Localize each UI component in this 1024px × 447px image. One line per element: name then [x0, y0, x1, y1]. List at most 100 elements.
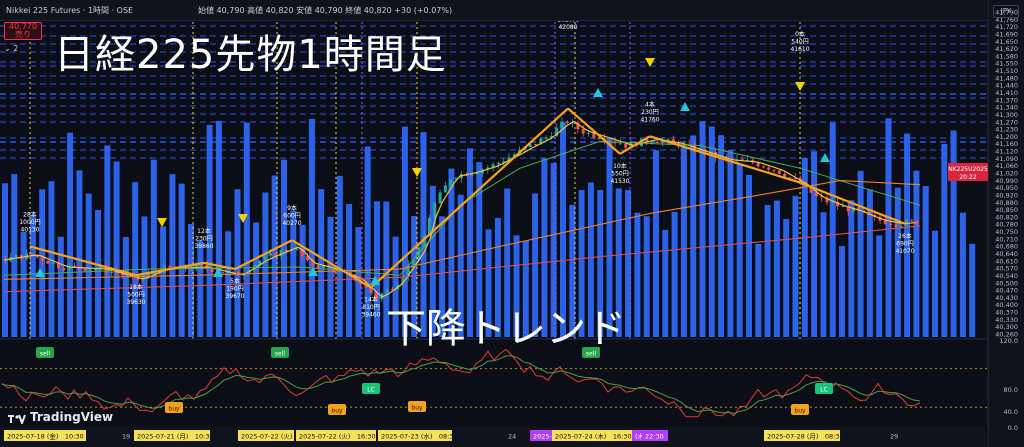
candle-body: [830, 201, 834, 203]
volume-bar: [327, 216, 334, 337]
annotation-label: 0本: [795, 30, 805, 38]
candle-body: [491, 164, 495, 168]
candle-body: [454, 178, 458, 180]
candle-body: [581, 129, 585, 134]
ohlc-readout: 始値 40,790 高値 40,820 安値 40,790 終値 40,820 …: [198, 6, 453, 15]
price-tag-bg: [948, 163, 988, 181]
volume-bar: [485, 229, 492, 337]
candle-body: [210, 268, 214, 273]
volume-bar: [364, 146, 371, 337]
volume-bar: [801, 157, 808, 337]
candle-body: [470, 174, 474, 176]
price-tick-label: 40,680: [995, 243, 1018, 251]
candle-body: [449, 179, 453, 186]
sell-signal-badge: [271, 347, 289, 358]
candle-body: [35, 254, 39, 258]
volume-bar: [606, 138, 613, 337]
candle-body: [475, 172, 479, 175]
volume-bar: [262, 192, 269, 337]
time-axis: 2025-07-18 (金) 10:30 19 2025-07-21 (月) 10:…: [0, 427, 988, 447]
candle-body: [544, 137, 548, 139]
price-tick-label: 40,880: [995, 199, 1018, 207]
price-tag-name: NK225U2025: [948, 166, 988, 173]
candle-body: [740, 159, 744, 161]
currency-button[interactable]: JPY: [993, 5, 1019, 18]
volume-bar: [513, 235, 520, 337]
volume-bar: [578, 190, 585, 337]
candle-body: [94, 269, 98, 271]
price-tick-label: 41,690: [995, 30, 1018, 38]
volume-bar: [550, 162, 557, 337]
candle-body: [889, 223, 893, 225]
candle-body: [777, 170, 781, 174]
price-tick-label: 41,620: [995, 45, 1018, 53]
candle-body: [597, 137, 601, 140]
volume-bar: [839, 246, 845, 337]
zigzag-segment: [567, 107, 621, 155]
volume-bar: [708, 126, 715, 337]
tradingview-icon: [8, 413, 26, 426]
symbol-title[interactable]: Nikkei 225 Futures · 1時間 · OSE: [6, 6, 134, 15]
candle-body: [703, 149, 707, 155]
annotation-label: 500円: [127, 292, 144, 299]
price-tick-label: 40,470: [995, 287, 1018, 295]
candle-body: [756, 162, 760, 167]
candle-body: [852, 207, 855, 212]
candle-body: [385, 289, 389, 294]
up-signal-marker: [35, 268, 45, 277]
candle-body: [168, 265, 172, 268]
volume-bar: [29, 215, 36, 337]
candle-body: [62, 268, 66, 271]
osc-tick-label: 80.0: [1004, 386, 1018, 394]
zigzag-line: [29, 107, 906, 289]
price-tick-label: 40,710: [995, 235, 1018, 243]
price-axis: 41,79041,76041,72041,69041,65041,62041,5…: [948, 0, 1024, 447]
sell-price-box[interactable]: 40,770 売り: [4, 22, 42, 40]
zigzag-segment: [619, 135, 651, 155]
volume-bar: [374, 201, 380, 337]
down-signal-marker: [645, 58, 655, 67]
tradingview-text: TradingView: [30, 410, 114, 424]
candle-body: [618, 143, 622, 145]
volume-bar: [215, 120, 222, 337]
volume-bar: [467, 148, 473, 337]
price-tick-label: 41,300: [995, 111, 1018, 119]
price-tick-label: 40,260: [995, 331, 1018, 339]
buy-signal-text: buy: [168, 406, 180, 413]
candle-body: [528, 144, 532, 148]
zigzag-segment: [29, 245, 137, 277]
time-tick-label: 2025-07-28 (月) 08:30: [767, 433, 844, 441]
tradingview-logo[interactable]: TradingView: [8, 410, 114, 426]
volume-bar: [969, 243, 976, 337]
volume-bar: [188, 224, 194, 337]
volume-bar: [522, 240, 529, 337]
ma-mid-line: [3, 140, 921, 276]
candle-body: [587, 132, 590, 134]
volume-bar: [913, 170, 920, 337]
oscillator-slow-line: [1, 355, 921, 414]
volume-bar: [597, 189, 604, 337]
price-tick-label: 40,500: [995, 279, 1018, 287]
volume-bar: [67, 132, 74, 337]
price-tick-label: 41,480: [995, 74, 1018, 82]
candle-body: [263, 255, 267, 262]
up-signal-marker: [593, 88, 603, 97]
time-tick-label: 2025-0: [533, 433, 556, 441]
candle-body: [746, 159, 749, 161]
candle-body: [72, 265, 76, 267]
axis-background: [988, 0, 1024, 447]
annotation-label: 690円: [896, 240, 913, 247]
candle-body: [592, 132, 596, 138]
candle-body: [412, 260, 416, 265]
annotation-label: 39860: [194, 243, 213, 250]
sell-signal-text: sell: [586, 351, 596, 358]
signal-markers: [35, 58, 830, 285]
candle-body: [841, 205, 845, 207]
volume-bar: [755, 243, 762, 337]
indicator-toggle[interactable]: ⌄ 2: [4, 44, 19, 53]
annotation-label: 540円: [791, 39, 808, 46]
candle-body: [761, 166, 765, 168]
candle-body: [406, 264, 410, 277]
candle-body: [231, 271, 235, 273]
